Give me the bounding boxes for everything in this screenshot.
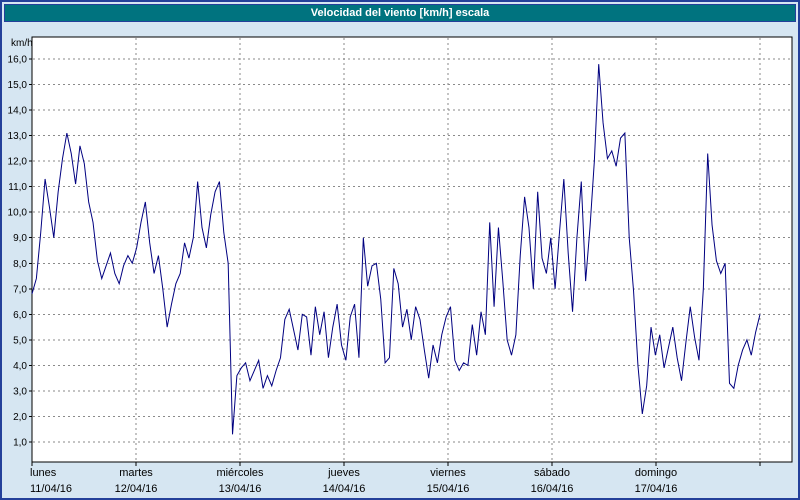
chart-title: Velocidad del viento [km/h] escala bbox=[310, 7, 490, 19]
y-tick-label: 1,0 bbox=[13, 438, 27, 449]
day-date-label: 13/04/16 bbox=[219, 483, 262, 495]
y-tick-label: 4,0 bbox=[13, 361, 27, 372]
y-tick-label: 10,0 bbox=[8, 208, 28, 219]
day-date-label: 12/04/16 bbox=[115, 483, 158, 495]
day-name-label: viernes bbox=[430, 467, 466, 479]
day-date-label: 16/04/16 bbox=[531, 483, 574, 495]
y-tick-label: 15,0 bbox=[8, 80, 28, 91]
day-name-label: sábado bbox=[534, 467, 570, 479]
y-tick-label: 9,0 bbox=[13, 233, 27, 244]
y-tick-label: 16,0 bbox=[8, 55, 28, 66]
day-date-label: 11/04/16 bbox=[30, 483, 72, 495]
y-tick-label: 11,0 bbox=[8, 182, 27, 193]
day-date-label: 17/04/16 bbox=[635, 483, 678, 495]
chart-title-bar: Velocidad del viento [km/h] escala bbox=[4, 4, 796, 22]
y-tick-label: 14,0 bbox=[8, 106, 28, 117]
y-tick-label: 2,0 bbox=[13, 412, 27, 423]
y-axis-unit-label: km/h bbox=[11, 38, 33, 49]
wind-speed-chart: 1,0 2,0 3,0 4,0 5,0 6,0 7,0 8,0 9,0 10,0 11,0 12,0 1… bbox=[8, 36, 793, 495]
day-name-label: martes bbox=[119, 467, 153, 479]
plot-area bbox=[31, 36, 793, 463]
y-tick-label: 5,0 bbox=[13, 335, 27, 346]
y-tick-label: 6,0 bbox=[13, 310, 27, 321]
day-name-label: miércoles bbox=[216, 467, 264, 479]
y-tick-label: 3,0 bbox=[13, 386, 27, 397]
y-tick-label: 12,0 bbox=[8, 157, 28, 168]
wind-speed-line bbox=[31, 64, 761, 435]
y-tick-label: 7,0 bbox=[13, 284, 27, 295]
y-tick-label: 8,0 bbox=[13, 259, 27, 270]
day-name-label: lunes bbox=[30, 467, 57, 479]
day-name-label: jueves bbox=[327, 467, 360, 479]
day-date-label: 14/04/16 bbox=[323, 483, 366, 495]
day-name-label: domingo bbox=[635, 467, 677, 479]
y-tick-label: 13,0 bbox=[8, 131, 28, 142]
day-date-label: 15/04/16 bbox=[427, 483, 470, 495]
